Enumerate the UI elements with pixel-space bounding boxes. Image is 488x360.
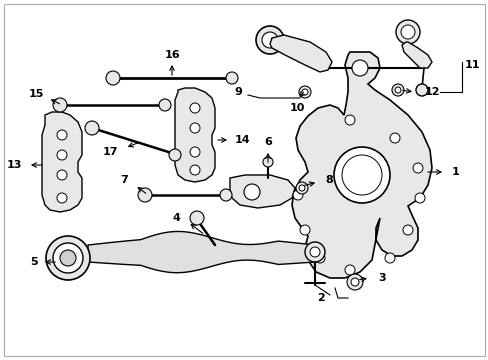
Polygon shape	[401, 42, 431, 68]
Circle shape	[305, 242, 325, 262]
Polygon shape	[291, 52, 431, 278]
Text: 4: 4	[172, 213, 180, 223]
Circle shape	[53, 98, 67, 112]
Circle shape	[400, 25, 414, 39]
Polygon shape	[229, 175, 294, 208]
Circle shape	[244, 184, 260, 200]
Polygon shape	[42, 112, 82, 212]
Circle shape	[57, 193, 67, 203]
Circle shape	[345, 265, 354, 275]
Circle shape	[346, 274, 362, 290]
Circle shape	[57, 130, 67, 140]
Circle shape	[350, 278, 358, 286]
Circle shape	[46, 236, 90, 280]
Circle shape	[415, 84, 427, 96]
Circle shape	[299, 225, 309, 235]
Text: 16: 16	[164, 50, 180, 60]
Text: 15: 15	[29, 89, 44, 99]
Circle shape	[106, 71, 120, 85]
Text: 6: 6	[264, 137, 271, 147]
Circle shape	[220, 189, 231, 201]
Circle shape	[292, 190, 303, 200]
Polygon shape	[269, 35, 331, 72]
Circle shape	[138, 188, 152, 202]
Circle shape	[225, 72, 238, 84]
Circle shape	[298, 185, 305, 191]
Circle shape	[190, 123, 200, 133]
Polygon shape	[175, 88, 215, 182]
Polygon shape	[88, 231, 314, 273]
Text: 2: 2	[317, 293, 325, 303]
Circle shape	[414, 193, 424, 203]
Circle shape	[333, 147, 389, 203]
Circle shape	[190, 211, 203, 225]
Circle shape	[402, 225, 412, 235]
Circle shape	[85, 121, 99, 135]
Circle shape	[314, 253, 325, 263]
Circle shape	[389, 133, 399, 143]
Text: 9: 9	[234, 87, 242, 97]
Circle shape	[298, 86, 310, 98]
Circle shape	[190, 103, 200, 113]
Circle shape	[263, 157, 272, 167]
Circle shape	[159, 99, 171, 111]
Text: 13: 13	[7, 160, 22, 170]
Text: 17: 17	[102, 147, 118, 157]
Text: 1: 1	[451, 167, 459, 177]
Circle shape	[341, 155, 381, 195]
Text: 14: 14	[235, 135, 250, 145]
Circle shape	[53, 243, 83, 273]
Circle shape	[351, 60, 367, 76]
Circle shape	[57, 170, 67, 180]
Circle shape	[309, 247, 319, 257]
Circle shape	[190, 147, 200, 157]
Circle shape	[262, 32, 278, 48]
Circle shape	[395, 20, 419, 44]
Circle shape	[391, 84, 403, 96]
Circle shape	[345, 115, 354, 125]
Text: 11: 11	[464, 60, 480, 70]
Circle shape	[412, 163, 422, 173]
Text: 7: 7	[120, 175, 128, 185]
Circle shape	[394, 87, 400, 93]
Circle shape	[295, 182, 307, 194]
Circle shape	[256, 26, 284, 54]
Text: 5: 5	[30, 257, 38, 267]
Circle shape	[384, 253, 394, 263]
Text: 10: 10	[289, 103, 305, 113]
Text: 3: 3	[377, 273, 385, 283]
Circle shape	[60, 250, 76, 266]
Circle shape	[190, 165, 200, 175]
Text: 8: 8	[325, 175, 332, 185]
Circle shape	[302, 89, 307, 95]
Circle shape	[57, 150, 67, 160]
Circle shape	[169, 149, 181, 161]
Text: 12: 12	[424, 87, 440, 97]
